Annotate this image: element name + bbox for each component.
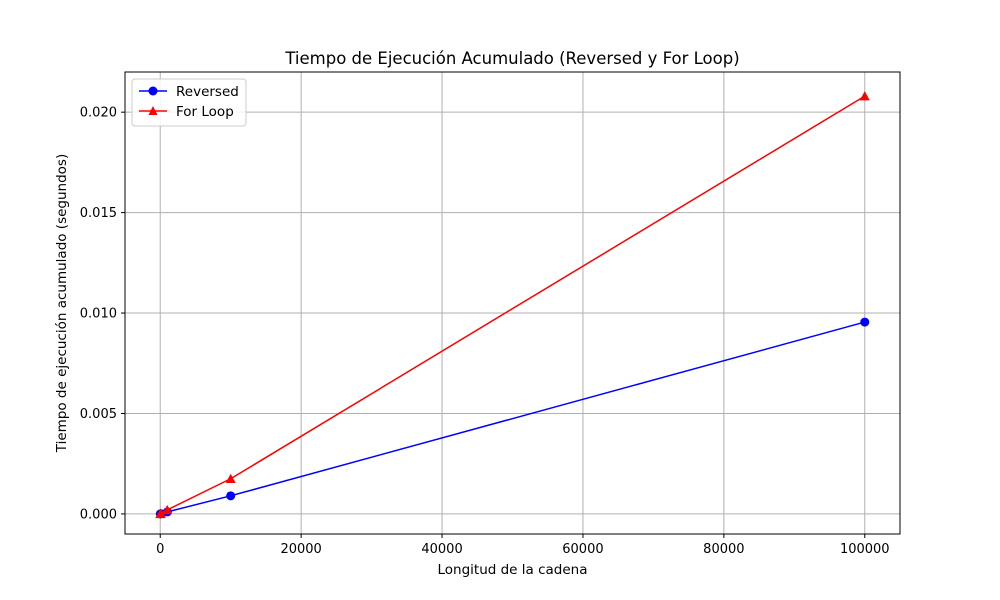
legend-for-loop-marker bbox=[148, 106, 158, 115]
x-tick-label: 20000 bbox=[280, 542, 321, 557]
data-point-reversed bbox=[226, 491, 236, 501]
data-point-for-loop bbox=[155, 508, 166, 518]
axes: 0 20000 40000 60000 80000 100000 0.000 0.005 0.0… bbox=[80, 106, 890, 557]
y-tick-label: 0.005 bbox=[80, 407, 117, 422]
legend-reversed-marker bbox=[148, 86, 158, 96]
grid-lines bbox=[125, 72, 900, 534]
y-axis-label: Tiempo de ejecución acumulado (segundos) bbox=[54, 154, 70, 453]
x-tick-label: 100000 bbox=[840, 542, 890, 557]
x-tick-label: 40000 bbox=[421, 542, 462, 557]
y-tick-label: 0.000 bbox=[80, 507, 117, 522]
chart-title: Tiempo de Ejecución Acumulado (Reversed … bbox=[284, 49, 739, 68]
data-point-reversed bbox=[860, 317, 870, 327]
y-tick-label: 0.015 bbox=[80, 206, 117, 221]
data-series bbox=[155, 91, 870, 519]
data-point-for-loop bbox=[859, 91, 870, 101]
plot-frame bbox=[124, 71, 901, 535]
y-tick-label: 0.020 bbox=[80, 106, 117, 121]
x-axis-label: Longitud de la cadena bbox=[437, 562, 587, 578]
x-tick-label: 60000 bbox=[562, 542, 603, 557]
y-tick-label: 0.010 bbox=[80, 307, 117, 322]
legend-reversed-label: Reversed bbox=[176, 84, 239, 100]
x-tick-label: 0 bbox=[156, 542, 164, 557]
legend: Reversed For Loop bbox=[131, 78, 247, 127]
x-tick-label: 80000 bbox=[703, 542, 744, 557]
data-point-for-loop bbox=[162, 504, 173, 515]
data-point-for-loop bbox=[225, 473, 236, 484]
legend-for-loop-label: For Loop bbox=[176, 104, 234, 120]
